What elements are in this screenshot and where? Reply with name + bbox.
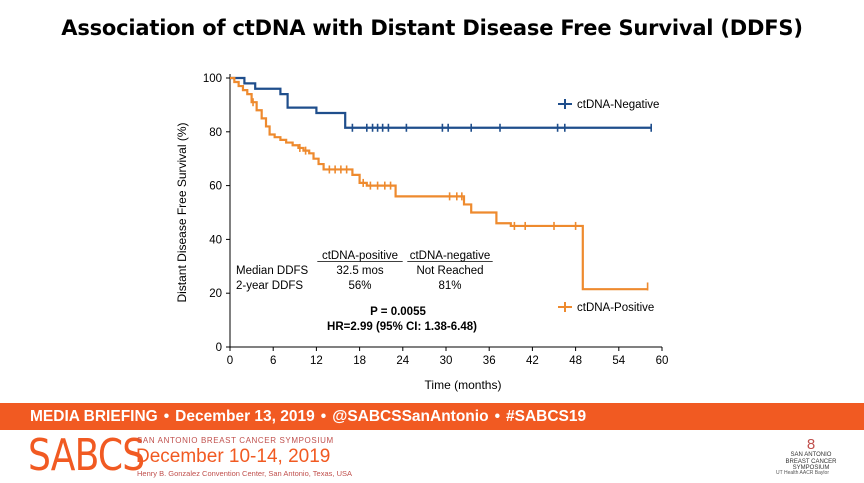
corner-logo-line-2: BREAST CANCER xyxy=(785,458,837,465)
y-tick-label: 100 xyxy=(203,73,222,85)
media-briefing-banner: MEDIA BRIEFING • December 13, 2019 • @SABCSS… xyxy=(0,403,864,430)
banner-item-2: December 13, 2019 xyxy=(175,408,315,425)
x-tick-label: 0 xyxy=(227,355,233,367)
banner-separator: • xyxy=(494,408,500,425)
x-tick-label: 12 xyxy=(310,355,323,367)
y-axis-label: Distant Disease Free Survival (%) xyxy=(175,122,189,302)
curve-ctdna-positive xyxy=(230,76,648,291)
banner-separator: • xyxy=(163,408,170,425)
x-tick-label: 30 xyxy=(440,355,453,367)
corner-logo-line-1: SAN ANTONIO xyxy=(790,452,832,458)
x-tick-label: 6 xyxy=(270,355,276,367)
y-tick-label: 20 xyxy=(209,288,222,300)
table-cell-negative: Not Reached xyxy=(416,265,483,277)
x-tick-label: 36 xyxy=(483,355,496,367)
banner-separator: • xyxy=(320,408,327,425)
table-row-label: Median DDFS xyxy=(236,265,309,277)
banner-item-4: #SABCS19 xyxy=(506,408,587,425)
corner-logo-line-3: SYMPOSIUM xyxy=(792,465,830,471)
slide-title: Association of ctDNA with Distant Diseas… xyxy=(61,16,803,40)
hazard-ratio: HR=2.99 (95% CI: 1.38-6.48) xyxy=(327,321,477,333)
km-chart: 0 6 12 18 24 30 36 42 48 54 60 0 20 40 60 80 100 Time (mo… xyxy=(175,73,669,392)
table-col-header: ctDNA-negative xyxy=(410,250,491,262)
ribbon-icon: 8 xyxy=(806,436,816,453)
y-tick-label: 40 xyxy=(209,234,222,246)
x-tick-label: 48 xyxy=(569,355,582,367)
table-cell-positive: 32.5 mos xyxy=(336,265,384,277)
x-tick-label: 42 xyxy=(526,355,539,367)
table-col-header: ctDNA-positive xyxy=(322,250,398,262)
sabcs-logo: SABCS xyxy=(28,430,145,481)
legend-label-ctdna-positive: ctDNA-Positive xyxy=(577,302,654,314)
y-tick-label: 0 xyxy=(216,342,222,354)
x-tick-label: 18 xyxy=(353,355,366,367)
legend-label-ctdna-negative: ctDNA-Negative xyxy=(577,99,659,111)
x-axis-label: Time (months) xyxy=(425,378,502,392)
sponsor-logos: UT Health AACR Baylor xyxy=(776,470,829,476)
x-tick-label: 60 xyxy=(656,355,669,367)
banner-item-3: @SABCSSanAntonio xyxy=(332,408,489,425)
table-cell-positive: 56% xyxy=(348,280,371,292)
table-row-label: 2-year DDFS xyxy=(236,280,303,292)
x-tick-label: 24 xyxy=(396,355,409,367)
y-tick-label: 60 xyxy=(209,181,222,193)
symposium-venue: Henry B. Gonzalez Convention Center, San… xyxy=(137,469,352,478)
symposium-name: SAN ANTONIO BREAST CANCER SYMPOSIUM xyxy=(137,436,334,445)
y-tick-label: 80 xyxy=(209,127,222,139)
x-tick-label: 54 xyxy=(612,355,625,367)
p-value: P = 0.0055 xyxy=(370,306,426,318)
table-cell-negative: 81% xyxy=(438,280,461,292)
corner-logo: 8 SAN ANTONIO BREAST CANCER SYMPOSIUM xyxy=(781,437,841,472)
symposium-dates: December 10-14, 2019 xyxy=(136,446,331,467)
banner-item-1: MEDIA BRIEFING xyxy=(30,408,158,425)
curve-ctdna-negative xyxy=(230,76,652,129)
